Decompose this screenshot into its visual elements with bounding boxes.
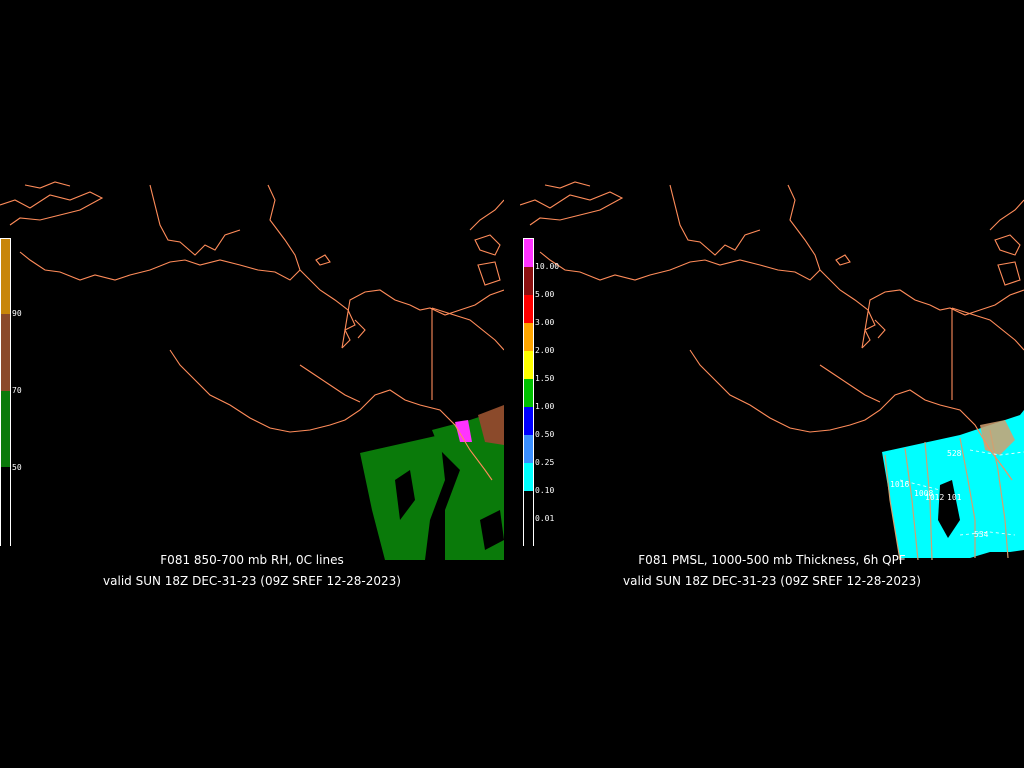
qpf-legend-label: 1.00	[535, 402, 555, 411]
qpf-fill-tan	[980, 420, 1015, 455]
qpf-legend-label: 1.50	[535, 374, 555, 383]
rh-fill-brown	[478, 405, 504, 445]
qpf-legend-label: 0.25	[535, 458, 555, 467]
contour-label: 534	[974, 530, 989, 539]
qpf-color-seg	[524, 491, 533, 547]
rh-color-seg	[1, 314, 10, 391]
contour-label: 1016	[890, 480, 909, 489]
qpf-legend-label: 0.50	[535, 430, 555, 439]
qpf-gap	[938, 480, 960, 538]
pmsl-panel-valid: valid SUN 18Z DEC-31-23 (09Z SREF 12-28-…	[623, 574, 921, 588]
qpf-color-seg	[524, 267, 533, 295]
rh-color-seg	[1, 391, 10, 467]
rh-legend-label: 70	[12, 386, 22, 395]
qpf-legend-label: 5.00	[535, 290, 555, 299]
pmsl-map: 528 1016 1008 1012 101 534	[520, 181, 1024, 560]
rh-color-seg	[1, 467, 10, 547]
qpf-color-seg	[524, 435, 533, 463]
qpf-legend-label: 10.00	[535, 262, 560, 271]
pmsl-panel: 528 1016 1008 1012 101 534	[520, 180, 1024, 560]
qpf-legend-label: 0.01	[535, 514, 555, 523]
qpf-color-seg	[524, 239, 533, 267]
contour-label: 528	[947, 449, 962, 458]
thickness-lines	[884, 429, 1009, 560]
rh-panel-valid: valid SUN 18Z DEC-31-23 (09Z SREF 12-28-…	[103, 574, 401, 588]
qpf-color-seg	[524, 323, 533, 351]
qpf-legend-label: 0.10	[535, 486, 555, 495]
isobars	[899, 449, 1024, 536]
contour-label: 1012	[925, 493, 944, 502]
coastline	[520, 181, 1024, 481]
rh-colorbar	[0, 238, 11, 547]
rh-legend-label: 90	[12, 309, 22, 318]
rh-panel-title: F081 850-700 mb RH, 0C lines	[160, 553, 344, 567]
qpf-legend-label: 3.00	[535, 318, 555, 327]
rh-color-seg	[1, 239, 10, 314]
rh-map	[0, 181, 504, 560]
qpf-color-seg	[524, 407, 533, 435]
qpf-colorbar	[523, 238, 534, 547]
coastline	[0, 181, 504, 481]
rh-fill-magenta	[455, 420, 472, 442]
rh-legend-label: 50	[12, 463, 22, 472]
qpf-color-seg	[524, 379, 533, 407]
rh-panel: 90 70 50	[0, 180, 504, 560]
qpf-color-seg	[524, 295, 533, 323]
qpf-color-seg	[524, 463, 533, 491]
contour-label: 1008	[914, 489, 933, 498]
pmsl-panel-title: F081 PMSL, 1000-500 mb Thickness, 6h QPF	[638, 553, 906, 567]
contour-label: 101	[947, 493, 962, 502]
qpf-color-seg	[524, 351, 533, 379]
qpf-legend-label: 2.00	[535, 346, 555, 355]
